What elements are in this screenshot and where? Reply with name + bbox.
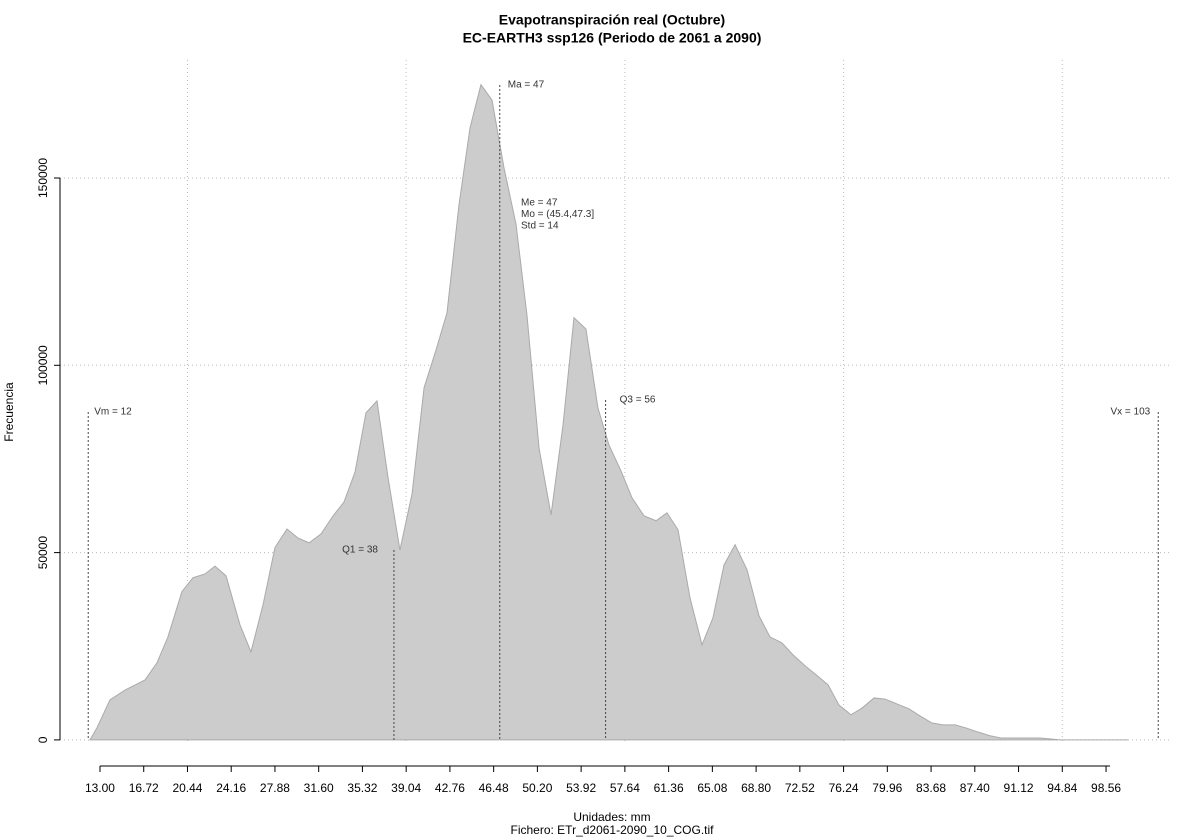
x-tick-label: 42.76 [435, 781, 465, 795]
annotation-label: Vx = 103 [1110, 407, 1150, 418]
x-tick-label: 13.00 [85, 781, 115, 795]
stat-label: Me = 47 [521, 198, 558, 209]
x-tick-label: 31.60 [304, 781, 334, 795]
x-tick-label: 53.92 [566, 781, 596, 795]
x-tick-label: 68.80 [741, 781, 771, 795]
file-label: Fichero: ETr_d2061-2090_10_COG.tif [511, 823, 715, 837]
x-axis-label: Unidades: mm [573, 810, 650, 824]
y-tick-label: 150000 [36, 158, 50, 198]
x-tick-label: 91.12 [1004, 781, 1034, 795]
y-tick-label: 50000 [36, 536, 50, 570]
stat-label: Std = 14 [521, 221, 559, 232]
y-tick-label: 100000 [36, 345, 50, 385]
annotation-label: Q1 = 38 [342, 545, 378, 556]
x-tick-label: 35.32 [347, 781, 377, 795]
x-tick-label: 39.04 [391, 781, 421, 795]
x-tick-label: 65.08 [697, 781, 727, 795]
x-tick-label: 24.16 [216, 781, 246, 795]
x-tick-label: 57.64 [610, 781, 640, 795]
x-tick-label: 50.20 [522, 781, 552, 795]
annotation-label: Vm = 12 [94, 407, 132, 418]
x-tick-label: 98.56 [1091, 781, 1121, 795]
y-tick-label: 0 [36, 736, 50, 743]
x-tick-label: 20.44 [172, 781, 202, 795]
x-tick-label: 72.52 [785, 781, 815, 795]
annotation-label: Q3 = 56 [620, 395, 656, 406]
x-tick-label: 87.40 [960, 781, 990, 795]
chart-title: Evapotranspiración real (Octubre) [499, 12, 725, 28]
x-tick-label: 61.36 [654, 781, 684, 795]
x-tick-label: 79.96 [872, 781, 902, 795]
x-tick-label: 46.48 [479, 781, 509, 795]
stat-label: Mo = (45.4,47.3] [521, 209, 594, 220]
annotation-label: Ma = 47 [508, 80, 545, 91]
x-tick-label: 16.72 [129, 781, 159, 795]
x-tick-label: 83.68 [916, 781, 946, 795]
x-tick-label: 27.88 [260, 781, 290, 795]
chart-subtitle: EC-EARTH3 ssp126 (Periodo de 2061 a 2090… [463, 30, 762, 46]
y-axis-label: Frecuencia [2, 382, 16, 442]
density-area [89, 83, 1129, 741]
x-tick-label: 94.84 [1047, 781, 1077, 795]
x-tick-label: 76.24 [829, 781, 859, 795]
